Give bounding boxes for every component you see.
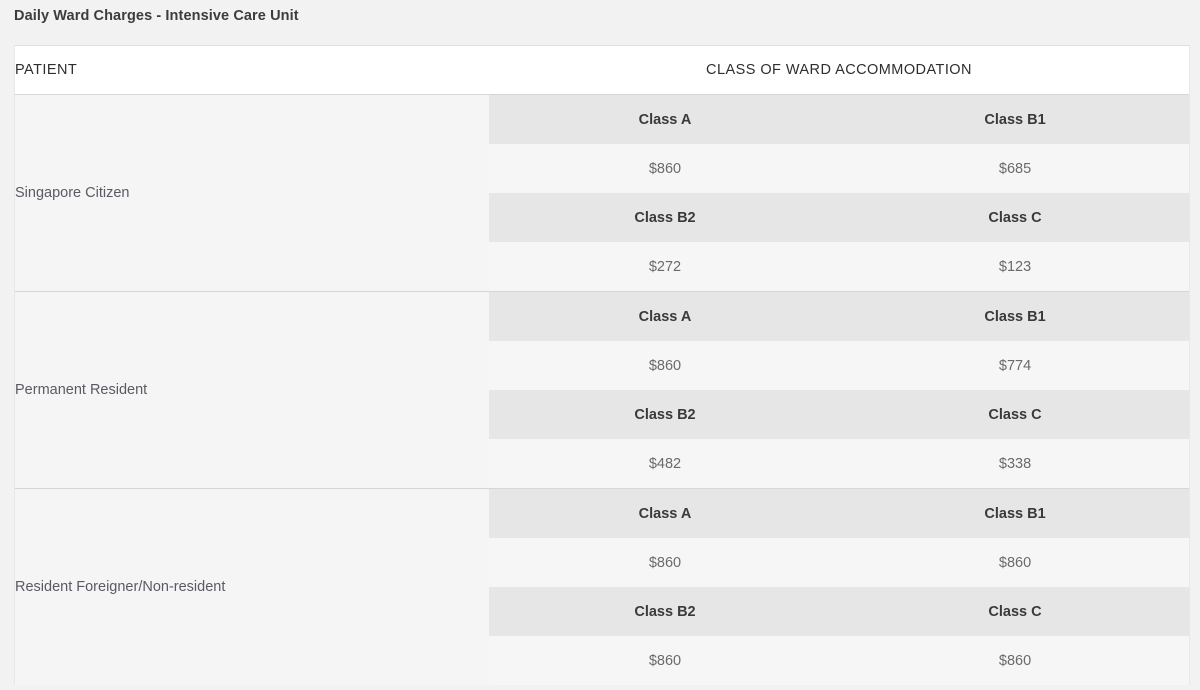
table-body: Singapore Citizen Class A Class B1 $860 …: [15, 94, 1190, 685]
patient-group-label: Permanent Resident: [15, 291, 489, 489]
table-row: $860 $860: [15, 636, 1190, 685]
patient-group-label: Singapore Citizen: [15, 94, 489, 292]
table-row: $272 $123: [15, 242, 1190, 292]
class-label-b2: Class B2: [489, 587, 841, 636]
price-class-a: $860: [489, 341, 841, 390]
class-label-a: Class A: [489, 488, 841, 538]
table-header-row: PATIENT CLASS OF WARD ACCOMMODATION: [15, 46, 1190, 95]
ward-charges-table-container: PATIENT CLASS OF WARD ACCOMMODATION Sing…: [14, 45, 1190, 685]
class-label-b1: Class B1: [841, 291, 1190, 341]
table-row: Class B2 Class C: [15, 193, 1190, 242]
class-label-c: Class C: [841, 587, 1190, 636]
price-class-b1: $685: [841, 144, 1190, 193]
price-class-b1: $774: [841, 341, 1190, 390]
table-row: Class B2 Class C: [15, 390, 1190, 439]
table-row: $860 $685: [15, 144, 1190, 193]
class-label-b2: Class B2: [489, 390, 841, 439]
class-label-a: Class A: [489, 291, 841, 341]
class-label-c: Class C: [841, 193, 1190, 242]
ward-charges-table: PATIENT CLASS OF WARD ACCOMMODATION Sing…: [15, 46, 1190, 685]
price-class-a: $860: [489, 144, 841, 193]
price-class-b2: $272: [489, 242, 841, 292]
price-class-b1: $860: [841, 538, 1190, 587]
class-label-b1: Class B1: [841, 488, 1190, 538]
price-class-c: $860: [841, 636, 1190, 685]
price-class-a: $860: [489, 538, 841, 587]
patient-group-label: Resident Foreigner/Non-resident: [15, 488, 489, 685]
price-class-c: $338: [841, 439, 1190, 489]
table-row: $482 $338: [15, 439, 1190, 489]
table-row: Singapore Citizen Class A Class B1: [15, 94, 1190, 292]
class-label-c: Class C: [841, 390, 1190, 439]
table-row: Class B2 Class C: [15, 587, 1190, 636]
table-row: Resident Foreigner/Non-resident Class A …: [15, 488, 1190, 685]
column-header-patient: PATIENT: [15, 46, 489, 95]
table-row: Permanent Resident Class A Class B1: [15, 291, 1190, 489]
price-class-b2: $482: [489, 439, 841, 489]
class-label-b2: Class B2: [489, 193, 841, 242]
column-header-class-of-ward-accommodation: CLASS OF WARD ACCOMMODATION: [489, 46, 1190, 95]
table-row: $860 $860: [15, 538, 1190, 587]
class-label-a: Class A: [489, 94, 841, 144]
class-label-b1: Class B1: [841, 94, 1190, 144]
table-row: $860 $774: [15, 341, 1190, 390]
page-title: Daily Ward Charges - Intensive Care Unit: [14, 8, 299, 24]
price-class-c: $123: [841, 242, 1190, 292]
table-header: PATIENT CLASS OF WARD ACCOMMODATION: [15, 46, 1190, 95]
price-class-b2: $860: [489, 636, 841, 685]
